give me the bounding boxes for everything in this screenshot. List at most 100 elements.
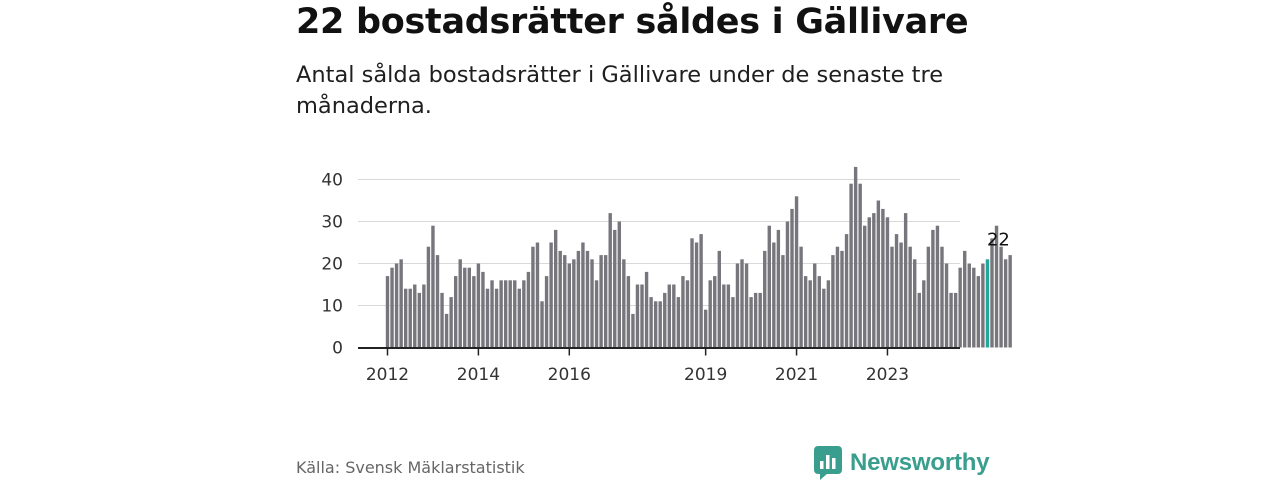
bar	[467, 267, 472, 348]
bar	[631, 313, 635, 348]
bar	[472, 276, 476, 348]
bar	[858, 183, 862, 348]
bar	[567, 263, 571, 348]
x-tick-label: 2016	[548, 365, 591, 385]
bar	[967, 263, 971, 348]
bar	[594, 280, 599, 348]
bar	[722, 284, 726, 348]
bar	[894, 234, 899, 348]
x-tick-label: 2014	[457, 365, 500, 385]
bar	[640, 284, 644, 348]
bar	[703, 309, 708, 348]
bar	[517, 288, 522, 348]
bar	[699, 234, 703, 348]
bar	[740, 259, 744, 348]
bar	[753, 292, 758, 348]
bar	[785, 221, 790, 348]
y-tick-label: 20	[321, 255, 343, 275]
bar	[494, 288, 499, 348]
last-value-label: 22	[987, 229, 1010, 250]
bar	[453, 276, 458, 348]
bar	[881, 208, 885, 348]
bar	[590, 259, 594, 348]
bar	[581, 242, 585, 348]
bar	[440, 292, 444, 348]
bar	[926, 246, 931, 348]
bar	[408, 288, 412, 348]
bar	[776, 229, 781, 348]
bar	[431, 225, 435, 348]
bar	[663, 292, 667, 348]
y-tick-label: 40	[321, 171, 343, 191]
bar	[681, 276, 685, 348]
bar	[876, 200, 881, 348]
bar	[1008, 255, 1012, 348]
bar	[653, 301, 658, 348]
bar	[463, 267, 467, 348]
bar	[635, 284, 640, 348]
bar	[403, 288, 408, 348]
bar	[908, 246, 912, 348]
bar	[772, 242, 776, 348]
source-note: Källa: Svensk Mäklarstatistik	[296, 458, 525, 477]
bar	[613, 229, 617, 348]
bar	[931, 229, 935, 348]
bar	[522, 280, 526, 348]
bar	[708, 280, 712, 348]
bar	[794, 196, 799, 348]
bar	[676, 297, 681, 348]
bar	[749, 297, 753, 348]
bar	[917, 292, 921, 348]
bar	[899, 242, 903, 348]
bar	[726, 284, 731, 348]
bar	[972, 267, 976, 348]
bar	[826, 280, 831, 348]
bar	[731, 297, 735, 348]
bar	[990, 238, 994, 348]
bar	[531, 246, 535, 348]
bar	[503, 280, 508, 348]
bar	[649, 297, 653, 348]
bar	[717, 250, 721, 348]
x-tick-label: 2019	[684, 365, 727, 385]
bar	[572, 259, 576, 348]
bar	[803, 276, 808, 348]
bar	[781, 255, 785, 348]
bar	[813, 263, 817, 348]
bar	[799, 246, 803, 348]
bar	[585, 250, 590, 348]
bar	[713, 276, 717, 348]
bar	[863, 225, 867, 348]
bar-chart: 0 10 20 30 40 2012 2014 2016 2019 2021 2023 22	[321, 166, 1012, 385]
bar	[481, 271, 485, 348]
bar	[958, 267, 962, 348]
bar	[558, 250, 562, 348]
bar	[735, 263, 740, 348]
bar	[790, 208, 794, 348]
bar	[458, 259, 462, 348]
bar	[576, 250, 581, 348]
bar	[422, 284, 426, 348]
bar	[1003, 259, 1008, 348]
bar	[976, 276, 981, 348]
bar	[499, 280, 503, 348]
x-tick-label: 2012	[366, 365, 409, 385]
bar	[817, 276, 821, 348]
bar	[999, 246, 1003, 348]
bar	[903, 213, 908, 348]
bar	[449, 297, 453, 348]
bar	[485, 288, 490, 348]
bar	[626, 276, 631, 348]
bar	[413, 284, 417, 348]
bar	[849, 183, 853, 348]
bar	[553, 229, 558, 348]
bar	[563, 255, 567, 348]
x-axis-ticks: 2012 2014 2016 2019 2021 2023	[366, 348, 909, 385]
bar	[872, 213, 876, 348]
bar	[476, 263, 481, 348]
y-tick-label: 10	[321, 297, 343, 317]
bar	[549, 242, 553, 348]
bar	[944, 263, 949, 348]
bar	[940, 246, 944, 348]
bar	[672, 284, 676, 348]
